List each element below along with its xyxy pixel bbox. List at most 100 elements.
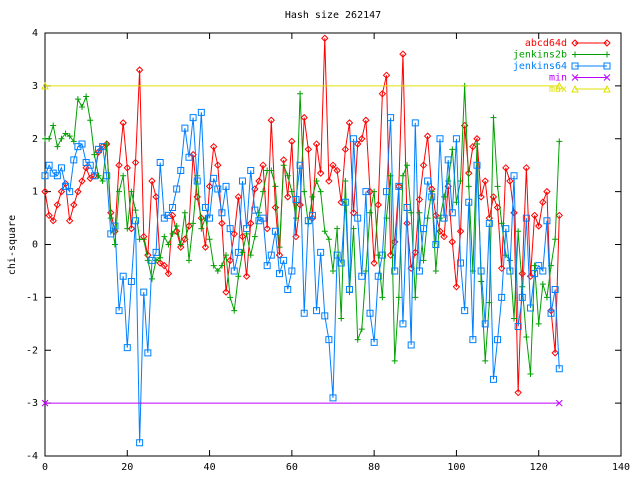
marker xyxy=(469,336,477,344)
marker xyxy=(457,178,464,185)
series-line xyxy=(45,85,560,375)
marker xyxy=(140,288,148,296)
marker xyxy=(321,228,328,235)
marker xyxy=(353,140,362,148)
marker xyxy=(46,135,53,142)
marker xyxy=(53,172,61,180)
marker xyxy=(325,336,333,344)
marker xyxy=(337,198,345,206)
marker xyxy=(201,203,209,211)
marker xyxy=(448,209,456,217)
marker xyxy=(123,344,131,352)
marker xyxy=(288,188,295,195)
marker xyxy=(238,232,247,241)
marker xyxy=(371,188,378,195)
marker xyxy=(206,236,213,243)
marker xyxy=(551,285,559,293)
series xyxy=(42,82,563,378)
marker xyxy=(556,138,563,145)
marker xyxy=(506,177,514,185)
x-tick-label: 140 xyxy=(612,462,630,473)
marker xyxy=(436,215,443,222)
marker xyxy=(362,116,370,124)
marker xyxy=(514,322,522,330)
marker xyxy=(271,227,279,235)
marker xyxy=(181,124,189,132)
marker xyxy=(432,241,440,248)
marker xyxy=(259,161,267,169)
marker xyxy=(57,164,65,172)
marker xyxy=(161,233,168,240)
marker xyxy=(395,294,402,301)
marker xyxy=(539,267,547,275)
marker xyxy=(198,225,205,232)
marker xyxy=(391,357,398,364)
marker xyxy=(132,217,140,225)
marker xyxy=(66,133,73,140)
marker xyxy=(255,177,263,185)
marker xyxy=(276,270,284,278)
marker xyxy=(555,399,563,407)
marker xyxy=(169,230,176,237)
marker xyxy=(481,177,489,185)
marker xyxy=(239,249,246,256)
marker xyxy=(518,293,526,301)
marker xyxy=(231,307,238,314)
marker xyxy=(399,172,406,179)
marker xyxy=(226,256,234,265)
marker xyxy=(555,81,564,90)
marker xyxy=(57,187,66,196)
marker xyxy=(251,233,258,240)
marker xyxy=(144,349,152,357)
marker xyxy=(284,172,291,179)
marker xyxy=(222,182,230,190)
marker xyxy=(136,439,144,447)
marker xyxy=(424,215,431,222)
marker xyxy=(555,365,563,373)
marker xyxy=(280,162,287,169)
marker xyxy=(132,207,139,214)
marker xyxy=(197,108,205,116)
marker xyxy=(337,259,345,267)
marker xyxy=(87,117,94,124)
marker xyxy=(539,198,547,206)
marker xyxy=(99,143,107,151)
marker xyxy=(190,220,197,227)
marker xyxy=(498,220,505,227)
marker xyxy=(330,267,336,274)
legend-marker xyxy=(572,51,578,58)
marker xyxy=(338,315,345,322)
series-line xyxy=(44,112,560,443)
marker xyxy=(41,81,49,90)
marker xyxy=(144,257,151,264)
marker xyxy=(49,169,57,177)
marker xyxy=(296,161,304,169)
marker xyxy=(251,206,259,214)
marker xyxy=(209,142,218,151)
marker xyxy=(116,188,123,195)
marker xyxy=(263,224,271,233)
marker xyxy=(58,135,65,142)
x-tick-label: 100 xyxy=(447,462,465,473)
marker xyxy=(317,188,324,195)
marker xyxy=(465,183,472,190)
marker xyxy=(490,114,497,121)
marker xyxy=(382,188,390,196)
marker xyxy=(308,211,316,219)
marker xyxy=(238,177,246,185)
marker xyxy=(206,214,214,222)
marker xyxy=(404,162,411,169)
marker xyxy=(201,243,210,251)
legend-marker xyxy=(603,84,611,93)
marker xyxy=(312,140,321,148)
marker xyxy=(543,217,551,225)
marker xyxy=(329,394,337,402)
marker xyxy=(432,267,439,274)
y-tick-label: -4 xyxy=(26,451,38,462)
x-tick-label: 0 xyxy=(42,462,48,473)
marker xyxy=(526,304,534,312)
marker xyxy=(210,262,217,269)
marker xyxy=(370,338,378,346)
marker xyxy=(62,182,70,190)
